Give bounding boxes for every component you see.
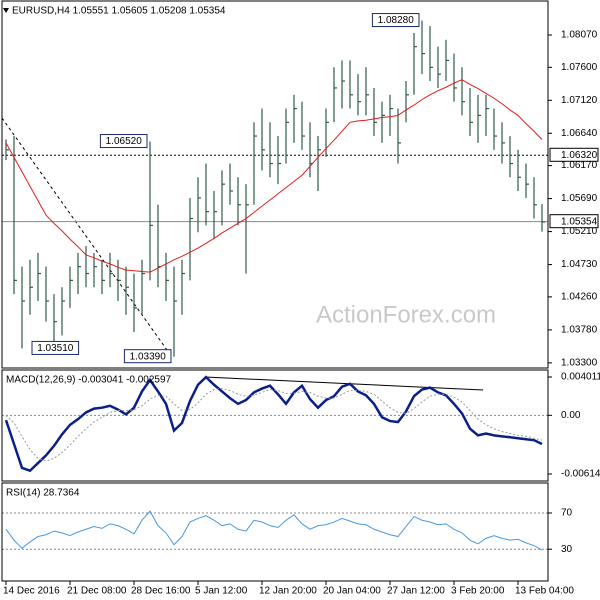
x-tick-label: 27 Jan 12:00 xyxy=(387,586,445,597)
price-annotation: 1.03390 xyxy=(130,351,167,362)
x-tick-label: 13 Feb 04:00 xyxy=(515,586,574,597)
macd-trend-line xyxy=(204,376,484,391)
price-annotation-box xyxy=(123,349,172,364)
level-label: 1.05354 xyxy=(561,216,598,227)
price-annotation-box xyxy=(99,134,148,149)
y-tick-label: 1.03300 xyxy=(561,358,598,369)
level-label-box xyxy=(549,214,599,229)
x-tick-label: 3 Feb 20:00 xyxy=(451,586,505,597)
y-tick-label: 0.004011 xyxy=(561,372,600,383)
price-annotation-box xyxy=(371,13,420,28)
y-tick-label: 1.07120 xyxy=(561,95,598,106)
symbol-icon xyxy=(3,8,9,13)
y-tick-label: 1.07600 xyxy=(561,62,598,73)
panel-frame xyxy=(1,369,549,482)
trend-line xyxy=(1,117,173,358)
y-tick-label: 1.08070 xyxy=(561,30,598,41)
x-tick-label: 5 Jan 12:00 xyxy=(195,586,248,597)
y-tick-label: 1.06640 xyxy=(561,128,598,139)
panel-frame xyxy=(1,0,549,369)
x-tick-label: 20 Jan 04:00 xyxy=(323,586,381,597)
panel-title: EURUSD,H4 1.05551 1.05605 1.05208 1.0535… xyxy=(12,6,226,17)
price-annotation-box xyxy=(31,340,80,355)
y-tick-label: 70 xyxy=(561,508,573,519)
price-annotation: 1.06520 xyxy=(106,136,143,147)
y-tick-label: 1.04730 xyxy=(561,259,598,270)
price-annotation: 1.03510 xyxy=(37,343,74,354)
x-tick-label: 14 Dec 2016 xyxy=(3,586,60,597)
panel-frame xyxy=(1,482,549,582)
level-label-box xyxy=(549,147,599,162)
y-tick-label: 1.06170 xyxy=(561,160,598,171)
x-tick-label: 28 Dec 16:00 xyxy=(131,586,191,597)
y-tick-label: 1.05210 xyxy=(561,226,598,237)
panel-title: MACD(12,26,9) -0.003041 -0.002597 xyxy=(6,375,172,386)
price-annotation: 1.08280 xyxy=(378,15,415,26)
x-tick-label: 12 Jan 20:00 xyxy=(259,586,317,597)
y-tick-label: 1.04260 xyxy=(561,292,598,303)
y-tick-label: 0.00 xyxy=(561,410,581,421)
x-tick-label: 21 Dec 08:00 xyxy=(67,586,127,597)
watermark: ActionForex.com xyxy=(316,301,496,328)
y-tick-label: 30 xyxy=(561,544,573,555)
indicator-line xyxy=(4,375,543,473)
level-label: 1.06320 xyxy=(561,150,598,161)
moving-average xyxy=(5,79,543,273)
panel-title: RSI(14) 28.7364 xyxy=(6,488,80,499)
y-tick-label: 1.03780 xyxy=(561,325,598,336)
y-tick-label: -0.006143 xyxy=(561,469,600,480)
y-tick-label: 1.05690 xyxy=(561,193,598,204)
indicator-line xyxy=(5,510,543,551)
